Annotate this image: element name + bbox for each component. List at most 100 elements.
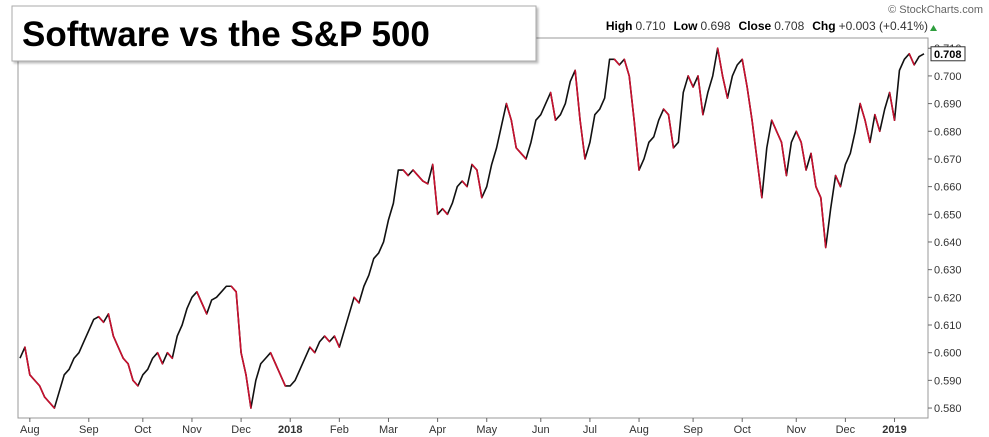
info-bar: High 0.710 Low 0.698 Close 0.708 Chg +0.003 (+0… xyxy=(606,19,928,33)
down-segment xyxy=(127,362,134,382)
x-tick-label: Oct xyxy=(134,424,151,436)
y-tick-label: 0.680 xyxy=(934,126,962,138)
x-tick-label: Dec xyxy=(231,424,251,436)
last-value-box xyxy=(930,46,966,62)
down-segment xyxy=(780,141,788,177)
y-tick-label: 0.610 xyxy=(934,320,962,332)
y-tick-label: 0.700 xyxy=(934,71,962,83)
y-tick-label: 0.670 xyxy=(934,154,962,166)
down-segment xyxy=(716,47,724,77)
y-tick-label: 0.690 xyxy=(934,99,962,111)
x-tick-label: Sep xyxy=(683,424,703,436)
y-tick-label: 0.600 xyxy=(934,348,962,360)
y-tick-label: 0.640 xyxy=(934,237,962,249)
down-segment xyxy=(633,119,640,171)
down-segment xyxy=(107,313,115,337)
down-segment xyxy=(412,169,419,177)
y-tick-label: 0.660 xyxy=(934,182,962,194)
down-segment xyxy=(112,335,120,348)
down-segment xyxy=(549,91,557,121)
x-tick-label: Nov xyxy=(786,424,806,436)
down-segment xyxy=(353,296,360,304)
down-segment xyxy=(132,379,139,387)
down-segment xyxy=(441,207,449,216)
down-segment xyxy=(471,163,478,171)
down-segment xyxy=(431,163,439,216)
down-segment xyxy=(613,58,621,66)
down-segment xyxy=(520,152,527,160)
down-segment xyxy=(859,102,866,121)
down-segment xyxy=(820,196,827,249)
y-tick-label: 0.590 xyxy=(934,375,962,387)
x-tick-label: Oct xyxy=(734,424,751,436)
down-segment xyxy=(834,174,842,188)
down-segment xyxy=(235,290,242,354)
down-segment xyxy=(770,119,778,133)
down-segment xyxy=(697,75,704,116)
down-segment xyxy=(476,169,483,199)
down-segment xyxy=(461,180,468,188)
x-tick-label: Jul xyxy=(583,424,597,436)
down-segment xyxy=(245,374,252,409)
x-tick-label: Feb xyxy=(330,424,349,436)
down-segment xyxy=(756,158,763,199)
down-segment xyxy=(38,385,46,398)
down-segment xyxy=(122,357,129,365)
x-tick-label: 2018 xyxy=(278,424,302,436)
down-segment xyxy=(200,302,208,315)
down-segment xyxy=(874,113,881,133)
chart-title: Software vs the S&P 500 xyxy=(22,15,430,54)
down-segment xyxy=(579,119,586,160)
down-segment xyxy=(33,379,41,387)
down-segment xyxy=(43,396,51,404)
down-segment xyxy=(230,285,237,293)
down-segment xyxy=(24,346,31,376)
down-segment xyxy=(402,169,409,177)
down-segment xyxy=(628,75,635,121)
info-value: 0.708 xyxy=(774,19,804,33)
down-segment xyxy=(323,335,331,343)
down-segment xyxy=(515,147,522,155)
y-tick-label: 0.650 xyxy=(934,209,962,221)
down-segment xyxy=(97,315,105,324)
x-tick-label: Jun xyxy=(532,424,550,436)
down-segment xyxy=(510,119,518,149)
x-tick-label: Mar xyxy=(379,424,398,436)
down-segment xyxy=(333,335,341,348)
down-segment xyxy=(422,180,429,185)
down-segment xyxy=(279,374,287,387)
down-segment xyxy=(309,346,316,354)
down-segment xyxy=(800,141,807,171)
down-segment xyxy=(667,113,675,149)
down-segment xyxy=(746,86,753,121)
down-segment xyxy=(505,102,513,121)
y-tick-label: 0.620 xyxy=(934,292,962,304)
info-value: 0.698 xyxy=(701,19,731,33)
x-tick-label: Aug xyxy=(20,424,40,436)
info-value: +0.003 (+0.41%) xyxy=(839,19,928,33)
down-segment xyxy=(269,351,277,365)
down-segment xyxy=(48,401,56,409)
down-segment xyxy=(888,91,896,121)
down-segment xyxy=(166,351,174,360)
down-segment xyxy=(815,185,822,199)
up-arrow xyxy=(930,25,937,31)
down-segment xyxy=(117,346,124,360)
down-segment xyxy=(574,69,581,121)
down-segment xyxy=(274,362,282,376)
x-tick-label: Dec xyxy=(836,424,856,436)
x-tick-label: Sep xyxy=(79,424,99,436)
down-segment xyxy=(775,130,783,144)
y-tick-label: 0.580 xyxy=(934,403,962,415)
x-tick-label: Nov xyxy=(182,424,202,436)
info-label: Close xyxy=(739,19,772,33)
down-segment xyxy=(810,152,817,188)
y-tick-label: 0.630 xyxy=(934,265,962,277)
info-label: Chg xyxy=(812,19,835,33)
x-tick-label: Apr xyxy=(429,424,446,436)
down-segment xyxy=(417,174,424,182)
down-segment xyxy=(196,290,203,304)
down-segment xyxy=(623,58,631,77)
